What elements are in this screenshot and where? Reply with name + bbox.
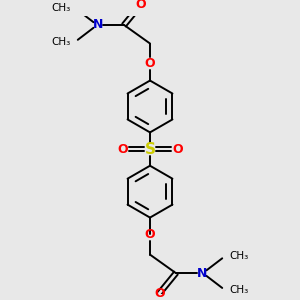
Text: O: O [172,142,183,156]
Text: O: O [117,142,128,156]
Text: CH₃: CH₃ [51,37,70,47]
Text: N: N [197,267,207,280]
Text: CH₃: CH₃ [230,251,249,262]
Text: S: S [145,142,155,157]
Text: CH₃: CH₃ [230,285,249,295]
Text: CH₃: CH₃ [51,3,70,13]
Text: O: O [145,228,155,241]
Text: O: O [145,57,155,70]
Text: N: N [93,19,103,32]
Text: O: O [135,0,146,11]
Text: O: O [154,287,165,300]
